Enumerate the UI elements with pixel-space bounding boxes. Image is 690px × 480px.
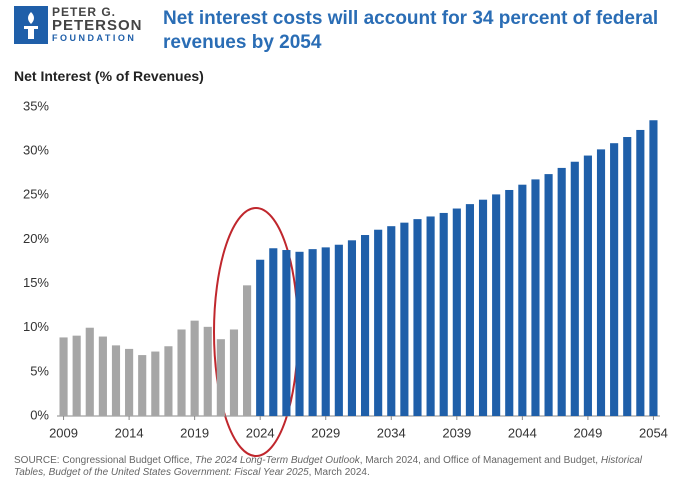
logo-icon	[24, 12, 38, 39]
bar	[229, 329, 239, 416]
source-note: SOURCE: Congressional Budget Office, The…	[14, 455, 654, 479]
bar	[72, 335, 81, 416]
x-tick-label: 2049	[573, 425, 602, 440]
y-tick-label: 15%	[23, 275, 49, 290]
bar	[400, 222, 409, 416]
bar	[282, 250, 291, 416]
source-text: The 2024 Long-Term Budget Outlook	[195, 455, 360, 466]
bar	[518, 184, 527, 416]
x-tick-label: 2039	[442, 425, 471, 440]
x-tick-label: 2029	[311, 425, 340, 440]
source-text: SOURCE: Congressional Budget Office,	[14, 455, 196, 466]
x-tick-label: 2054	[639, 425, 668, 440]
y-tick-label: 25%	[23, 187, 49, 202]
bar	[216, 339, 225, 416]
y-tick-label: 5%	[30, 363, 49, 378]
bar	[308, 249, 317, 416]
bar	[596, 149, 606, 416]
source-text: , March 2024.	[308, 467, 370, 478]
bar	[269, 248, 278, 416]
bar	[492, 194, 501, 416]
bar	[531, 179, 540, 416]
y-tick-label: 30%	[23, 143, 49, 158]
x-tick-label: 2019	[180, 425, 209, 440]
bar	[544, 174, 553, 416]
bar	[439, 212, 448, 416]
logo-text: PETER G.	[52, 5, 117, 19]
bar	[649, 120, 658, 416]
source-text: Historical Tables, Budget of the United …	[14, 455, 642, 478]
bar	[465, 204, 474, 416]
y-axis-label: Net Interest (% of Revenues)	[14, 68, 204, 84]
logo-text: PETERSON	[52, 17, 143, 34]
bar	[610, 143, 619, 416]
y-tick-label: 0%	[30, 407, 49, 422]
bar	[256, 259, 265, 416]
bar	[243, 285, 252, 416]
bar	[138, 355, 147, 416]
bar	[387, 226, 396, 416]
bar	[85, 327, 94, 416]
y-tick-label: 10%	[23, 319, 49, 334]
y-tick-label: 20%	[23, 231, 49, 246]
bar	[321, 247, 330, 416]
bar	[347, 240, 357, 416]
x-tick-label: 2014	[115, 425, 144, 440]
x-tick-label: 2034	[377, 425, 406, 440]
bar	[426, 216, 435, 416]
x-tick-label: 2024	[246, 425, 275, 440]
bar	[557, 167, 566, 416]
bar	[125, 348, 134, 416]
x-tick-label: 2009	[49, 425, 78, 440]
y-tick-label: 35%	[23, 98, 49, 113]
bar	[452, 208, 461, 416]
bar	[360, 235, 370, 416]
bar	[59, 337, 68, 416]
bar	[111, 345, 121, 416]
bar	[478, 199, 488, 416]
bar	[583, 155, 592, 417]
bar	[570, 161, 579, 416]
bar	[190, 320, 199, 416]
bar	[177, 329, 186, 416]
x-tick-label: 2044	[508, 425, 537, 440]
bar	[203, 326, 212, 416]
bar	[413, 219, 422, 416]
bar	[374, 229, 383, 416]
bar	[98, 336, 107, 416]
bar	[636, 129, 645, 416]
bar	[334, 244, 343, 416]
bar	[164, 346, 173, 416]
bar	[623, 137, 632, 416]
bar	[151, 351, 160, 416]
logo: PETER G. PETERSON FOUNDATION	[52, 6, 143, 45]
source-text: , March 2024, and Office of Management a…	[359, 455, 601, 466]
bar	[295, 251, 304, 416]
logo-text: FOUNDATION	[52, 33, 137, 43]
chart-title: Net interest costs will account for 34 p…	[163, 8, 659, 53]
bar	[505, 189, 514, 416]
